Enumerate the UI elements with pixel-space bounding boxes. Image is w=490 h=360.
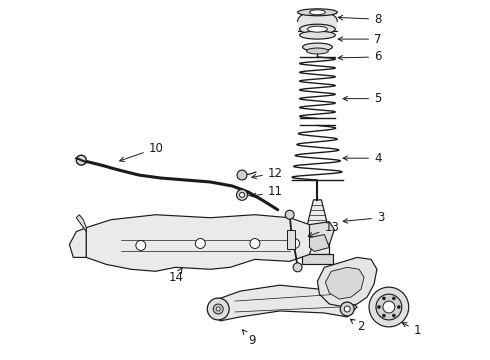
Circle shape bbox=[213, 304, 223, 314]
Text: 9: 9 bbox=[243, 330, 255, 347]
Text: 14: 14 bbox=[169, 268, 184, 284]
Circle shape bbox=[377, 306, 380, 309]
Circle shape bbox=[250, 239, 260, 248]
Polygon shape bbox=[297, 11, 337, 31]
Polygon shape bbox=[86, 215, 315, 271]
Circle shape bbox=[376, 294, 402, 320]
Text: 13: 13 bbox=[308, 221, 339, 237]
Circle shape bbox=[207, 298, 229, 320]
Text: 4: 4 bbox=[343, 152, 382, 165]
Ellipse shape bbox=[299, 31, 335, 39]
Circle shape bbox=[237, 170, 247, 180]
Circle shape bbox=[397, 306, 400, 309]
Text: 5: 5 bbox=[343, 92, 381, 105]
Circle shape bbox=[290, 239, 299, 248]
Circle shape bbox=[392, 314, 395, 317]
Circle shape bbox=[392, 297, 395, 300]
Text: 12: 12 bbox=[252, 167, 283, 180]
Ellipse shape bbox=[310, 10, 325, 15]
Circle shape bbox=[196, 239, 205, 248]
Ellipse shape bbox=[302, 43, 332, 51]
Polygon shape bbox=[306, 200, 329, 237]
Circle shape bbox=[237, 189, 247, 201]
Circle shape bbox=[369, 287, 409, 327]
Circle shape bbox=[383, 301, 395, 313]
Ellipse shape bbox=[299, 24, 335, 34]
Polygon shape bbox=[310, 222, 334, 244]
Bar bbox=[287, 230, 294, 249]
Circle shape bbox=[382, 314, 386, 317]
Bar bbox=[301, 255, 333, 264]
Text: 2: 2 bbox=[350, 319, 365, 333]
Polygon shape bbox=[76, 215, 86, 231]
Polygon shape bbox=[325, 267, 364, 299]
Text: 10: 10 bbox=[120, 142, 164, 162]
Circle shape bbox=[240, 192, 245, 197]
Ellipse shape bbox=[307, 48, 328, 54]
Text: 11: 11 bbox=[252, 185, 283, 198]
Polygon shape bbox=[70, 228, 86, 257]
Text: 1: 1 bbox=[402, 323, 421, 337]
Text: 6: 6 bbox=[338, 50, 382, 63]
Polygon shape bbox=[318, 257, 377, 307]
Circle shape bbox=[340, 302, 354, 316]
Polygon shape bbox=[210, 285, 357, 321]
Circle shape bbox=[293, 263, 302, 272]
Bar bbox=[306, 237, 329, 255]
Circle shape bbox=[76, 155, 86, 165]
Polygon shape bbox=[310, 235, 329, 251]
Ellipse shape bbox=[308, 26, 327, 32]
Circle shape bbox=[136, 240, 146, 251]
Ellipse shape bbox=[297, 9, 337, 16]
Text: 3: 3 bbox=[343, 211, 384, 224]
Circle shape bbox=[285, 210, 294, 219]
Text: 7: 7 bbox=[338, 33, 382, 46]
Circle shape bbox=[344, 306, 350, 312]
Circle shape bbox=[216, 307, 220, 311]
Circle shape bbox=[382, 297, 386, 300]
Text: 8: 8 bbox=[338, 13, 381, 26]
